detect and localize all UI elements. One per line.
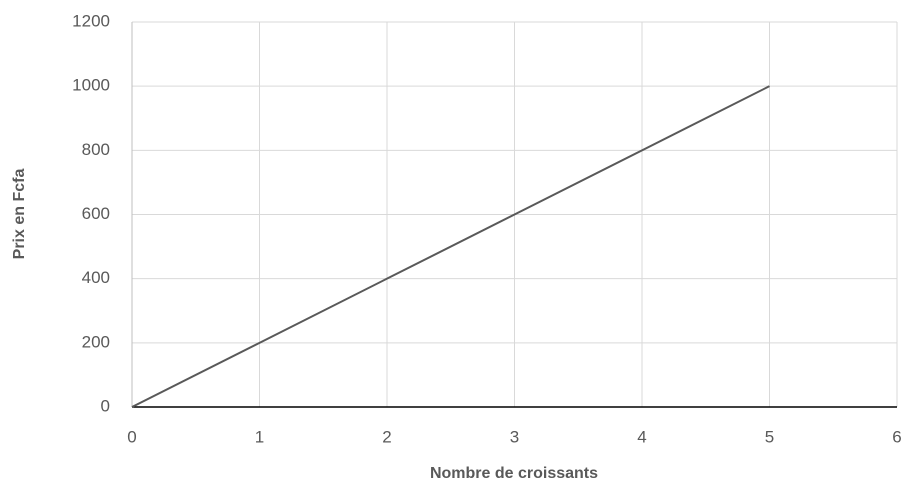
x-tick-label: 3 bbox=[510, 427, 519, 446]
x-tick-label: 5 bbox=[765, 427, 774, 446]
y-tick-label: 1200 bbox=[72, 11, 110, 30]
x-tick-label: 0 bbox=[127, 427, 136, 446]
x-axis-title: Nombre de croissants bbox=[430, 465, 598, 482]
y-tick-label: 800 bbox=[82, 140, 110, 159]
x-tick-label: 6 bbox=[892, 427, 901, 446]
y-tick-label: 600 bbox=[82, 204, 110, 223]
y-tick-label: 400 bbox=[82, 268, 110, 287]
x-tick-label: 2 bbox=[382, 427, 391, 446]
data-line bbox=[131, 85, 770, 408]
y-tick-label: 200 bbox=[82, 332, 110, 351]
x-tick-label: 1 bbox=[255, 427, 264, 446]
y-axis-title: Prix en Fcfa bbox=[11, 169, 28, 260]
y-tick-label: 1000 bbox=[72, 76, 110, 95]
y-tick-label: 0 bbox=[101, 396, 110, 415]
x-tick-label: 4 bbox=[637, 427, 646, 446]
